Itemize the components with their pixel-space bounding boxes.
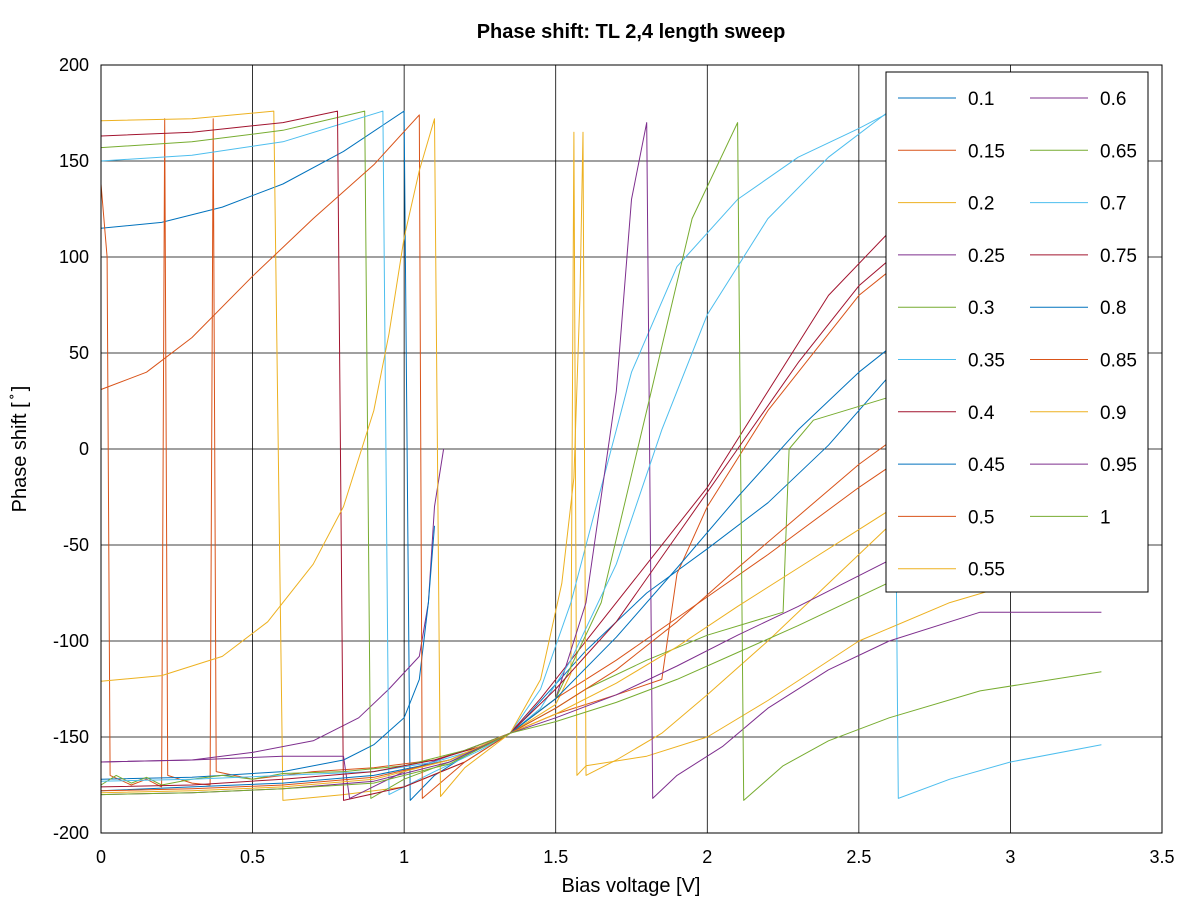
x-tick-label: 0: [96, 847, 106, 867]
series-line-0.65: [100, 122, 1102, 801]
legend-label: 0.2: [968, 194, 994, 215]
y-tick-label: 50: [69, 343, 89, 363]
x-tick-labels: 0 0.5 1 1.5 2 2.5 3 3.5: [96, 847, 1175, 867]
legend-label: 0.75: [1100, 246, 1137, 267]
series-line-0.5: [100, 114, 1102, 799]
y-axis-label: Phase shift [ ̊ ]: [9, 386, 31, 513]
legend-label: 0.3: [968, 298, 994, 319]
x-tick-label: 2.5: [846, 847, 871, 867]
legend-label: 0.25: [968, 246, 1005, 267]
legend-label: 0.15: [968, 141, 1005, 162]
legend: 0.1 0.15 0.2 0.25 0.3 0.35 0.4 0.45 0.5 0.55 0.6 0.…: [885, 71, 1149, 593]
y-tick-label: -150: [53, 727, 89, 747]
series-line-0.7: [100, 110, 890, 782]
y-tick-label: -200: [53, 823, 89, 843]
x-tick-label: 1: [399, 847, 409, 867]
legend-label: 0.95: [1100, 455, 1137, 476]
legend-label: 0.1: [968, 89, 994, 110]
chart-title: Phase shift: TL 2,4 length sweep: [477, 21, 786, 43]
x-axis-label: Bias voltage [V]: [562, 875, 701, 897]
y-tick-labels: -200 -150 -100 -50 0 50 100 150 200: [53, 55, 89, 843]
series-line-0.55: [100, 118, 1102, 797]
y-tick-label: -100: [53, 631, 89, 651]
legend-box: [885, 71, 1149, 593]
legend-label: 0.5: [968, 507, 994, 528]
legend-label: 0.7: [1100, 194, 1126, 215]
legend-label: 0.65: [1100, 141, 1137, 162]
legend-label: 0.55: [968, 560, 1005, 581]
plot-frame: [100, 64, 1163, 834]
x-tick-label: 1.5: [543, 847, 568, 867]
legend-label: 1: [1100, 507, 1111, 528]
x-tick-label: 3.5: [1149, 847, 1174, 867]
legend-label: 0.9: [1100, 403, 1126, 424]
legend-label: 0.85: [1100, 351, 1137, 372]
y-tick-label: 100: [59, 247, 89, 267]
x-tick-label: 2: [702, 847, 712, 867]
y-tick-label: 150: [59, 151, 89, 171]
legend-label: 0.35: [968, 351, 1005, 372]
legend-label: 0.6: [1100, 89, 1126, 110]
legend-label: 0.8: [1100, 298, 1126, 319]
x-tick-label: 3: [1005, 847, 1015, 867]
series-line-0.2: [100, 110, 1102, 801]
x-tick-label: 0.5: [240, 847, 265, 867]
legend-label: 0.45: [968, 455, 1005, 476]
series-line-0.6: [100, 122, 1102, 799]
y-tick-label: -50: [63, 535, 89, 555]
y-tick-label: 0: [79, 439, 89, 459]
legend-label: 0.4: [968, 403, 995, 424]
y-tick-label: 200: [59, 55, 89, 75]
series-line-0.25: [100, 448, 445, 763]
